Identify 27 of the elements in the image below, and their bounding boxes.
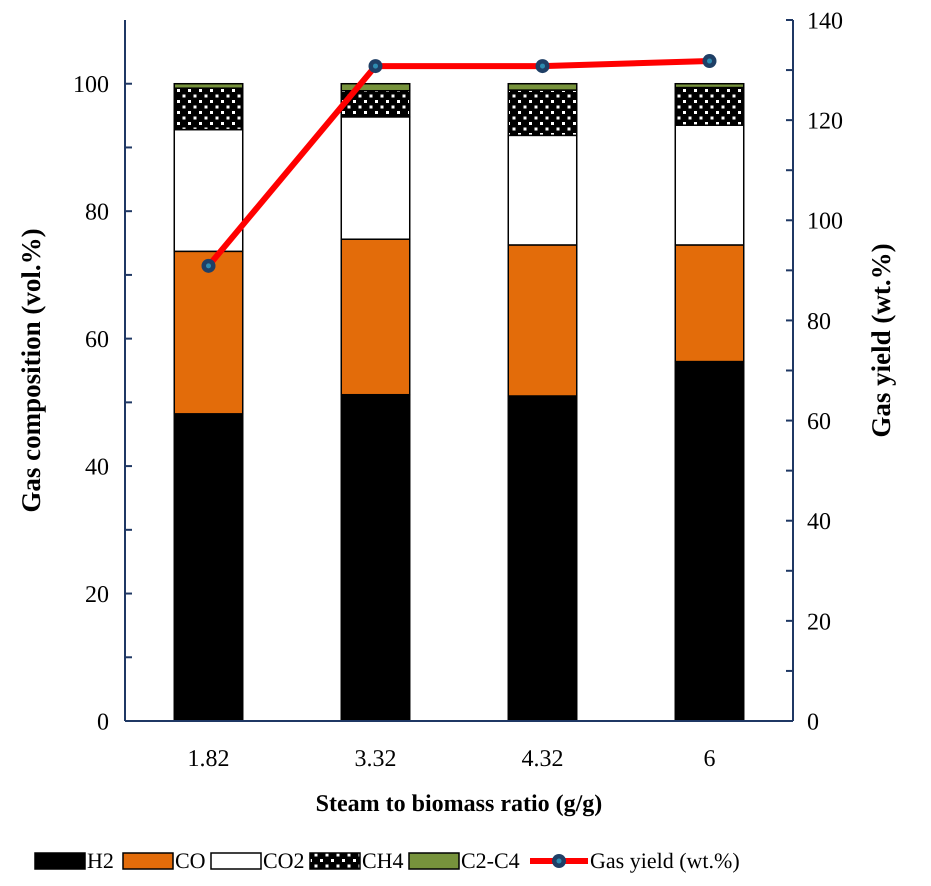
y2-tick-label: 140 [807, 8, 843, 34]
y-tick-label: 80 [85, 200, 109, 226]
y2-axis-title: Gas yield (wt.%) [866, 243, 896, 438]
x-tick-label: 3.32 [354, 746, 396, 772]
y-tick-label: 0 [97, 709, 109, 736]
y2-tick-label: 120 [807, 108, 843, 135]
y-tick-label: 20 [85, 582, 109, 608]
y-tick-label: 60 [85, 327, 109, 354]
x-tick-label: 1.82 [188, 746, 230, 772]
legend-label: C2-C4 [461, 848, 520, 873]
x-tick-label: 6 [704, 746, 716, 772]
y2-tick-label: 0 [807, 709, 819, 736]
y-tick-label: 100 [73, 72, 109, 98]
legend-label: H2 [87, 848, 114, 873]
y2-tick-label: 80 [807, 308, 831, 335]
y-tick-label: 40 [85, 454, 109, 480]
legend-label: Gas yield (wt.%) [590, 848, 740, 873]
y2-tick-label: 20 [807, 609, 831, 636]
legend-label: CO [175, 848, 206, 873]
legend-label: CH4 [362, 848, 404, 873]
y2-tick-label: 100 [807, 208, 843, 235]
x-axis-title: Steam to biomass ratio (g/g) [316, 791, 602, 817]
legend-label: CO2 [263, 848, 305, 873]
y-axis-title: Gas composition (vol.%) [16, 228, 46, 513]
x-tick-label: 4.32 [522, 746, 564, 772]
y2-tick-label: 40 [807, 509, 831, 536]
y2-tick-label: 60 [807, 408, 831, 435]
